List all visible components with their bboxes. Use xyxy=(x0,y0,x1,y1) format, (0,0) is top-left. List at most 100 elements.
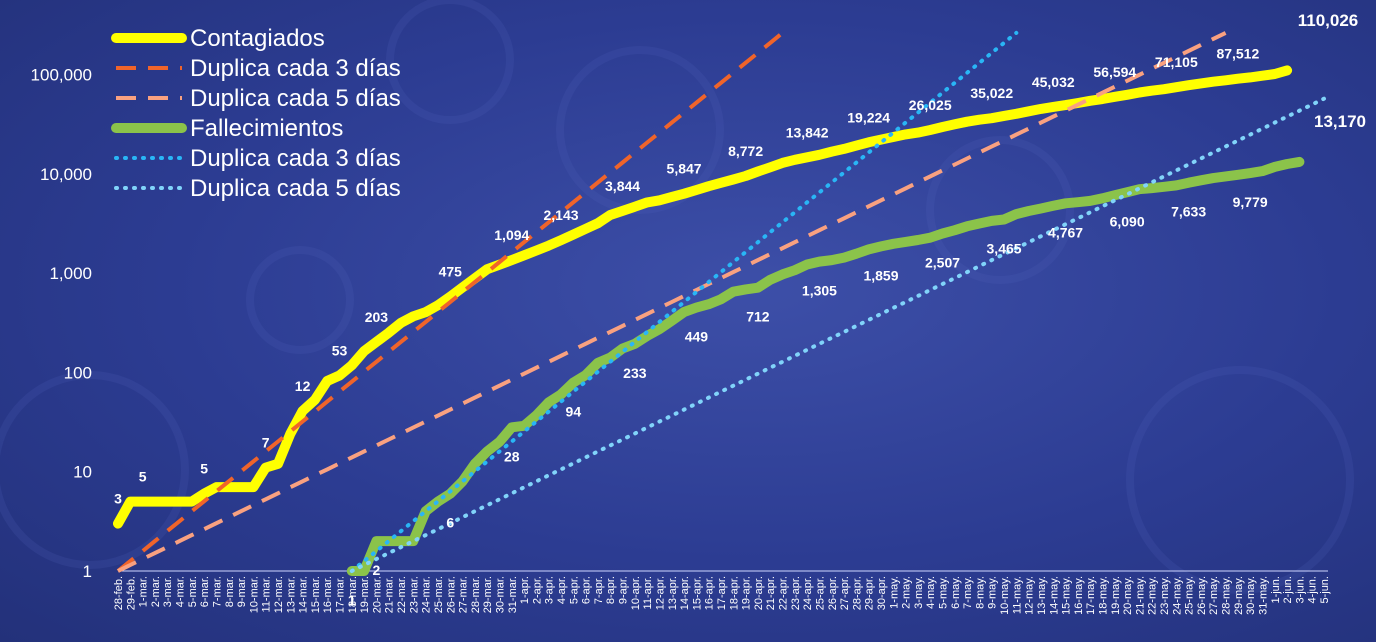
x-tick-label: 19-apr. xyxy=(741,576,753,610)
x-tick-label: 13-mar. xyxy=(285,576,297,613)
data-label: 7,633 xyxy=(1171,204,1206,220)
data-label: 8,772 xyxy=(728,143,763,159)
x-tick-label: 22-mar. xyxy=(396,576,408,613)
x-tick-label: 17-may. xyxy=(1085,576,1097,615)
x-tick-label: 29-may. xyxy=(1233,576,1245,615)
data-label: 2,143 xyxy=(543,207,578,223)
data-label: 449 xyxy=(685,329,709,345)
data-label: 12 xyxy=(295,378,311,394)
x-tick-label: 31-may. xyxy=(1257,576,1269,615)
x-tick-label: 20-mar. xyxy=(371,576,383,613)
x-tick-label: 18-may. xyxy=(1097,576,1109,615)
x-tick-label: 3-jun. xyxy=(1294,576,1306,604)
x-tick-label: 25-mar. xyxy=(433,576,445,613)
x-tick-label: 17-apr. xyxy=(716,576,728,610)
x-tick-label: 29-apr. xyxy=(864,576,876,610)
data-label: 87,512 xyxy=(1216,46,1259,62)
x-tick-label: 8-mar. xyxy=(224,576,236,607)
data-label: 3,844 xyxy=(605,178,640,194)
x-tick-label: 16-apr. xyxy=(704,576,716,610)
data-label: 203 xyxy=(365,309,389,325)
x-tick-label: 24-mar. xyxy=(421,576,433,613)
series-lines xyxy=(113,30,1326,576)
x-tick-label: 23-may. xyxy=(1159,576,1171,615)
data-label: 1 xyxy=(348,592,356,608)
x-tick-label: 16-may. xyxy=(1073,576,1085,615)
x-tick-label: 22-apr. xyxy=(778,576,790,610)
x-tick-label: 15-apr. xyxy=(691,576,703,610)
x-tick-label: 15-mar. xyxy=(310,576,322,613)
x-tick-label: 17-mar. xyxy=(335,576,347,613)
x-tick-label: 5-apr. xyxy=(568,576,580,604)
data-label: 6 xyxy=(446,515,454,531)
legend-label-0: Contagiados xyxy=(190,25,325,52)
x-tick-label: 6-may. xyxy=(950,576,962,609)
virus-circle-2 xyxy=(1126,366,1354,594)
x-tick-label: 9-mar. xyxy=(236,576,248,607)
x-tick-label: 29-feb. xyxy=(125,576,137,610)
x-tick-label: 30-may. xyxy=(1245,576,1257,615)
x-tick-label: 7-may. xyxy=(962,576,974,609)
x-tick-label: 11-mar. xyxy=(261,576,273,612)
x-tick-label: 5-mar. xyxy=(187,576,199,607)
data-label: 2 xyxy=(373,562,381,578)
x-tick-label: 18-apr. xyxy=(728,576,740,610)
virus-circle-4 xyxy=(926,136,1074,284)
x-tick-label: 8-apr. xyxy=(605,576,617,604)
data-label: 5,847 xyxy=(667,161,702,177)
x-tick-label: 21-mar. xyxy=(384,576,396,613)
legend-label-3: Fallecimientos xyxy=(190,115,343,142)
data-label: 71,105 xyxy=(1155,54,1198,70)
data-label: 475 xyxy=(439,264,463,280)
x-tick-label: 7-apr. xyxy=(593,576,605,604)
x-tick-label: 14-may. xyxy=(1048,576,1060,615)
data-label: 712 xyxy=(746,309,770,325)
x-tick-label: 9-may. xyxy=(987,576,999,609)
x-tick-label: 26-apr. xyxy=(827,576,839,610)
x-tick-label: 25-may. xyxy=(1184,576,1196,615)
x-tick-label: 3-mar. xyxy=(162,576,174,607)
x-tick-label: 30-mar. xyxy=(494,576,506,613)
x-tick-label: 25-apr. xyxy=(814,576,826,610)
x-tick-label: 20-apr. xyxy=(753,576,765,610)
x-tick-label: 4-may. xyxy=(925,576,937,609)
x-tick-label: 5-may. xyxy=(938,576,950,609)
x-tick-label: 29-mar. xyxy=(482,576,494,613)
x-tick-label: 13-apr. xyxy=(667,576,679,610)
x-tick-label: 21-may. xyxy=(1134,576,1146,615)
x-tick-label: 11-may. xyxy=(1011,576,1023,614)
x-tick-label: 7-mar. xyxy=(211,576,223,607)
x-tick-label: 1-jun. xyxy=(1270,576,1282,604)
x-tick-label: 3-apr. xyxy=(544,576,556,604)
virus-circle-0 xyxy=(0,371,189,569)
x-tick-label: 2-jun. xyxy=(1282,576,1294,604)
x-tick-label: 27-mar. xyxy=(458,576,470,613)
x-tick-label: 6-mar. xyxy=(199,576,211,607)
x-tick-label: 26-may. xyxy=(1196,576,1208,615)
virus-circle-5 xyxy=(246,246,354,354)
x-tick-label: 4-jun. xyxy=(1307,576,1319,604)
x-tick-label: 13-may. xyxy=(1036,576,1048,615)
x-tick-label: 12-mar. xyxy=(273,576,285,613)
data-label: 53 xyxy=(332,343,348,359)
data-label: 3 xyxy=(114,491,122,507)
x-tick-label: 3-may. xyxy=(913,576,925,609)
x-tick-label: 31-mar. xyxy=(507,576,519,613)
x-tick-label: 28-feb. xyxy=(113,576,125,610)
x-tick-label: 8-may. xyxy=(974,576,986,609)
x-tick-label: 27-apr. xyxy=(839,576,851,610)
series-line-1 xyxy=(116,31,784,573)
data-label: 6,090 xyxy=(1110,213,1145,229)
x-tick-label: 19-mar. xyxy=(359,576,371,613)
x-tick-label: 26-mar. xyxy=(445,576,457,613)
data-label: 35,022 xyxy=(970,85,1013,101)
data-label: 1,305 xyxy=(802,283,837,299)
data-label: 19,224 xyxy=(847,109,890,125)
x-tick-label: 14-mar. xyxy=(298,576,310,613)
x-tick-label: 1-may. xyxy=(888,576,900,609)
y-tick-label: 10 xyxy=(73,463,92,482)
x-tick-label: 9-apr. xyxy=(618,576,630,604)
data-label: 110,026 xyxy=(1298,11,1359,30)
